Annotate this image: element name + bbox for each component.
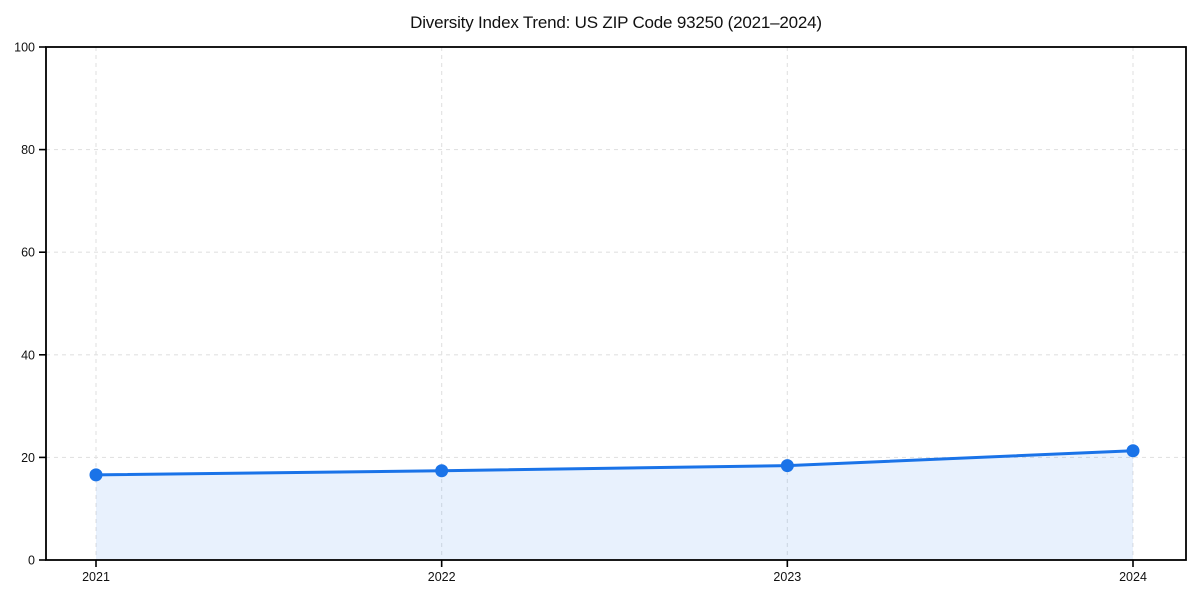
- y-tick-label: 60: [21, 246, 35, 260]
- y-tick-label: 100: [14, 41, 35, 55]
- data-point-marker: [89, 468, 103, 482]
- area-fill: [96, 450, 1133, 560]
- x-tick-label: 2023: [773, 570, 801, 584]
- x-tick-label: 2021: [82, 570, 110, 584]
- trend-line: [94, 449, 1135, 477]
- x-tick-label: 2024: [1119, 570, 1147, 584]
- data-point-marker: [1126, 444, 1140, 458]
- y-tick-label: 20: [21, 451, 35, 465]
- axes-spines: [45, 46, 1187, 561]
- y-tick-label: 40: [21, 348, 35, 362]
- data-point-marker: [435, 464, 449, 478]
- y-tick-label: 80: [21, 143, 35, 157]
- y-tick-label: 0: [28, 554, 35, 568]
- chart-title: Diversity Index Trend: US ZIP Code 93250…: [410, 13, 822, 32]
- x-tick-label: 2022: [428, 570, 456, 584]
- data-point-marker: [780, 459, 794, 473]
